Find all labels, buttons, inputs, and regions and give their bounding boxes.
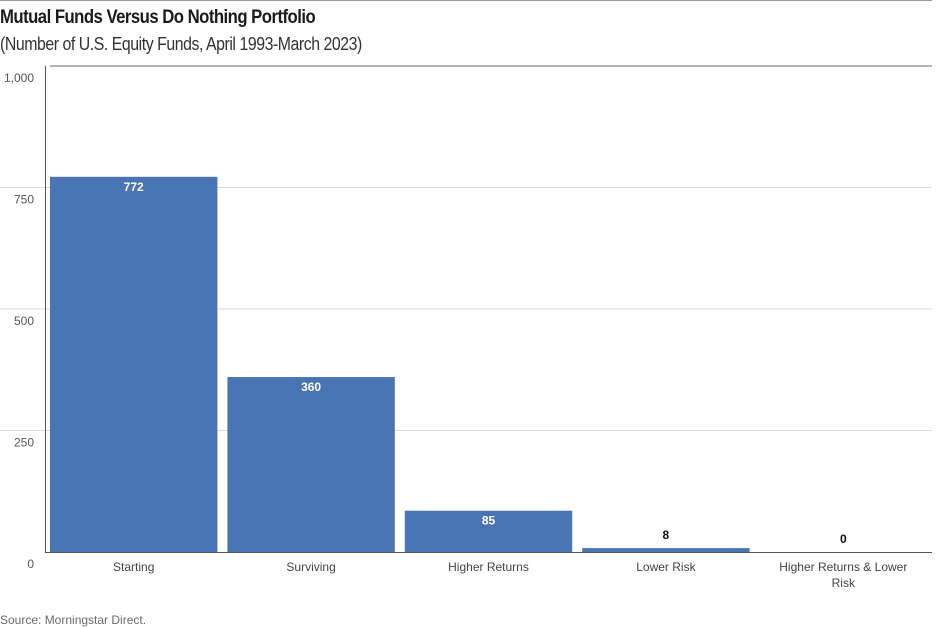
bars [50, 176, 750, 553]
x-tick-label-starting: Starting [113, 560, 154, 574]
x-tick-label-higher-returns-lower-risk: Higher Returns & Lower Risk [779, 560, 907, 590]
x-tick-label-lower-risk: Lower Risk [636, 560, 696, 574]
top-rule [0, 0, 932, 1]
data-label-starting: 772 [124, 180, 144, 194]
y-tick-label-500: 500 [14, 314, 34, 328]
x-tick-label-line: Lower Risk [636, 560, 696, 574]
bar-starting [50, 176, 218, 553]
x-tick-label-line: Starting [113, 560, 154, 574]
bar-higher-returns [404, 510, 573, 552]
x-tick-label-surviving: Surviving [286, 560, 335, 574]
source-note: Source: Morningstar Direct. [0, 613, 147, 627]
y-tick-label-250: 250 [14, 436, 34, 450]
y-tick-label-1000: 1,000 [4, 71, 34, 85]
data-labels: 772 360 85 8 0 [124, 180, 847, 546]
x-tick-label-line: Surviving [286, 560, 335, 574]
axes: 0 250 500 750 1,000 Starting Surviving Higher R… [4, 66, 932, 590]
data-label-higher-returns-lower-risk: 0 [840, 532, 847, 546]
bar-lower-risk [582, 548, 750, 552]
bar-surviving [227, 377, 395, 552]
data-label-surviving: 360 [301, 380, 321, 394]
y-tick-label-750: 750 [14, 193, 34, 207]
chart-subtitle: (Number of U.S. Equity Funds, April 1993… [0, 34, 362, 54]
x-tick-label-higher-returns: Higher Returns [448, 560, 529, 574]
data-label-lower-risk: 8 [663, 528, 670, 542]
x-tick-label-line: Higher Returns [448, 560, 529, 574]
chart-title: Mutual Funds Versus Do Nothing Portfolio [0, 7, 316, 28]
y-tick-label-0: 0 [27, 557, 34, 571]
x-tick-label-line: Risk [832, 576, 856, 590]
data-label-higher-returns: 85 [482, 514, 496, 528]
x-tick-label-line: Higher Returns & Lower [779, 560, 907, 574]
